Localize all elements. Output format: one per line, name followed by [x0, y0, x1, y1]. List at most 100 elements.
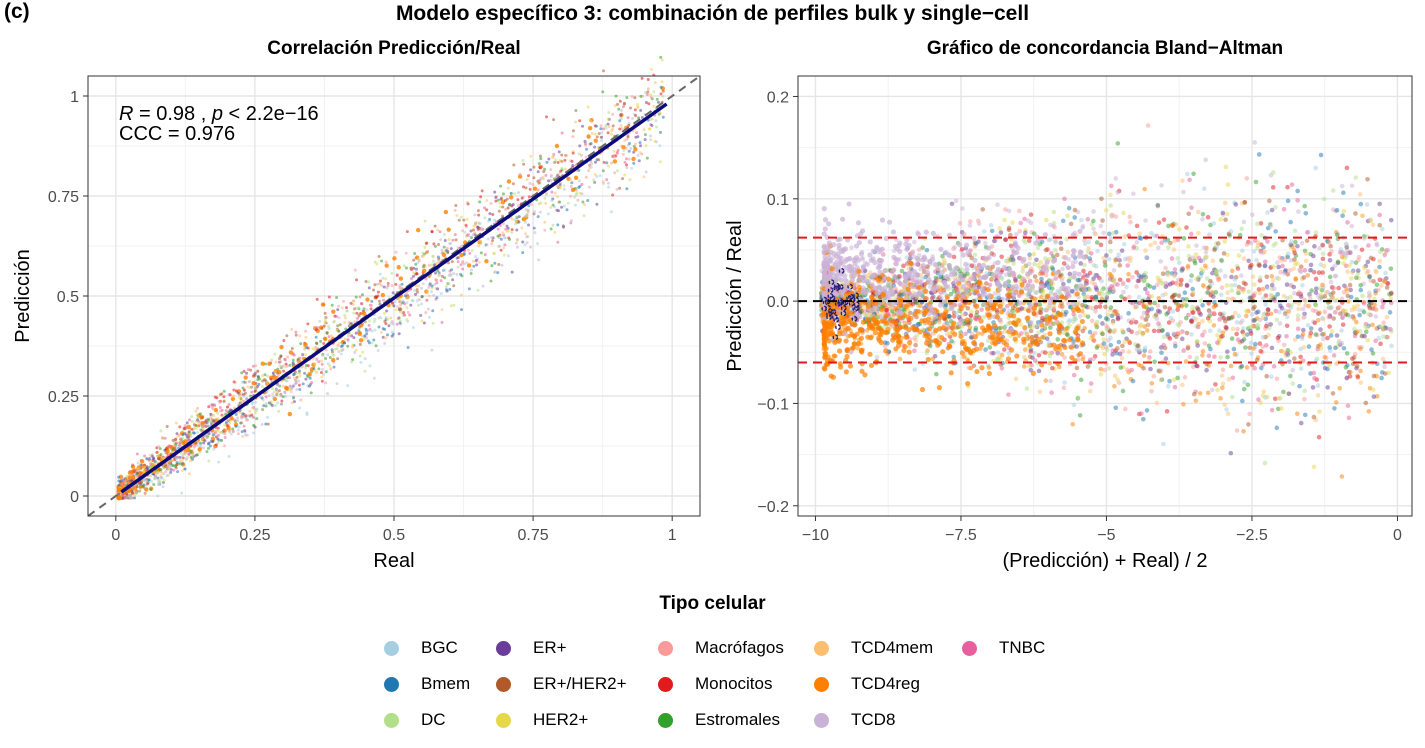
scatter-point: [196, 431, 200, 435]
scatter-point: [431, 254, 435, 258]
scatter-point: [317, 360, 321, 364]
scatter-point: [1186, 244, 1191, 249]
scatter-point: [1134, 239, 1140, 245]
scatter-point: [1047, 360, 1052, 366]
scatter-point: [373, 260, 377, 264]
scatter-point: [346, 384, 350, 388]
scatter-point: [1277, 321, 1283, 326]
scatter-point: [1338, 311, 1343, 316]
scatter-point: [297, 369, 301, 373]
scatter-point: [300, 365, 304, 369]
scatter-point: [1327, 274, 1333, 280]
scatter-point: [1378, 249, 1383, 255]
scatter-point: [624, 157, 628, 161]
scatter-point: [357, 329, 361, 333]
scatter-point: [225, 423, 229, 427]
scatter-point: [192, 445, 196, 449]
scatter-point: [183, 424, 187, 428]
scatter-point: [590, 131, 594, 135]
scatter-point: [263, 373, 267, 377]
scatter-point: [167, 444, 171, 448]
scatter-point: [1141, 365, 1146, 371]
scatter-point: [583, 139, 587, 143]
scatter-point: [1348, 287, 1353, 293]
scatter-point: [390, 284, 394, 288]
scatter-point: [581, 200, 585, 204]
scatter-point: [1193, 398, 1199, 403]
scatter-point: [1239, 273, 1244, 278]
scatter-point: [1136, 294, 1142, 300]
scatter-point: [185, 457, 189, 461]
scatter-point: [1241, 256, 1247, 261]
scatter-point: [581, 124, 585, 128]
scatter-point: [406, 310, 410, 314]
scatter-point: [611, 193, 615, 197]
scatter-point: [1295, 411, 1300, 417]
scatter-point: [553, 191, 557, 195]
scatter-point: [1260, 344, 1266, 349]
scatter-point: [525, 241, 529, 245]
scatter-point: [560, 205, 564, 209]
scatter-point: [952, 244, 958, 250]
scatter-point: [1339, 296, 1345, 302]
scatter-point: [517, 220, 521, 224]
scatter-point: [493, 261, 497, 265]
scatter-point: [1307, 293, 1313, 298]
scatter-point: [1315, 383, 1321, 388]
scatter-point: [478, 222, 482, 226]
scatter-point: [1261, 244, 1266, 250]
scatter-point: [135, 490, 139, 494]
scatter-point: [1041, 307, 1047, 313]
scatter-point: [1311, 414, 1317, 420]
scatter-point: [202, 441, 206, 445]
scatter-point: [1035, 245, 1041, 250]
scatter-point: [401, 299, 405, 303]
scatter-point: [1105, 312, 1111, 318]
scatter-point: [636, 153, 640, 157]
scatter-point: [546, 212, 550, 216]
scatter-point: [642, 175, 646, 179]
scatter-point: [397, 332, 401, 336]
scatter-point: [399, 310, 403, 314]
scatter-point: [1255, 309, 1261, 314]
scatter-point: [449, 304, 453, 308]
scatter-point: [171, 459, 175, 463]
scatter-point: [1080, 356, 1086, 362]
scatter-point: [317, 367, 321, 371]
scatter-point: [968, 313, 974, 319]
scatter-point: [251, 381, 256, 386]
scatter-point: [218, 430, 222, 434]
scatter-point: [1082, 238, 1087, 243]
scatter-point: [1225, 411, 1231, 417]
scatter-point: [611, 124, 615, 128]
scatter-point: [379, 316, 383, 320]
scatter-point: [558, 185, 562, 189]
scatter-point: [577, 179, 581, 183]
scatter-point: [406, 296, 410, 300]
scatter-point: [1272, 396, 1278, 402]
scatter-point: [615, 169, 619, 173]
scatter-point: [1325, 335, 1330, 341]
scatter-point: [488, 217, 492, 221]
scatter-point: [292, 372, 296, 376]
scatter-point: [1229, 336, 1235, 341]
scatter-point: [569, 218, 573, 222]
scatter-point: [646, 78, 650, 82]
scatter-point: [601, 90, 605, 94]
scatter-point: [643, 90, 647, 94]
scatter-point: [1021, 364, 1027, 369]
scatter-point: [1050, 267, 1056, 272]
scatter-point: [599, 124, 603, 128]
scatter-point: [490, 235, 494, 239]
scatter-point: [1122, 296, 1128, 302]
scatter-point: [1335, 259, 1341, 265]
scatter-point: [357, 306, 361, 310]
scatter-point: [1300, 283, 1305, 288]
scatter-point: [324, 381, 328, 385]
scatter-point: [555, 184, 559, 188]
scatter-point: [1327, 258, 1333, 263]
scatter-point: [913, 342, 918, 348]
scatter-point: [430, 348, 434, 352]
scatter-point: [1189, 273, 1194, 278]
scatter-point: [1108, 342, 1114, 348]
